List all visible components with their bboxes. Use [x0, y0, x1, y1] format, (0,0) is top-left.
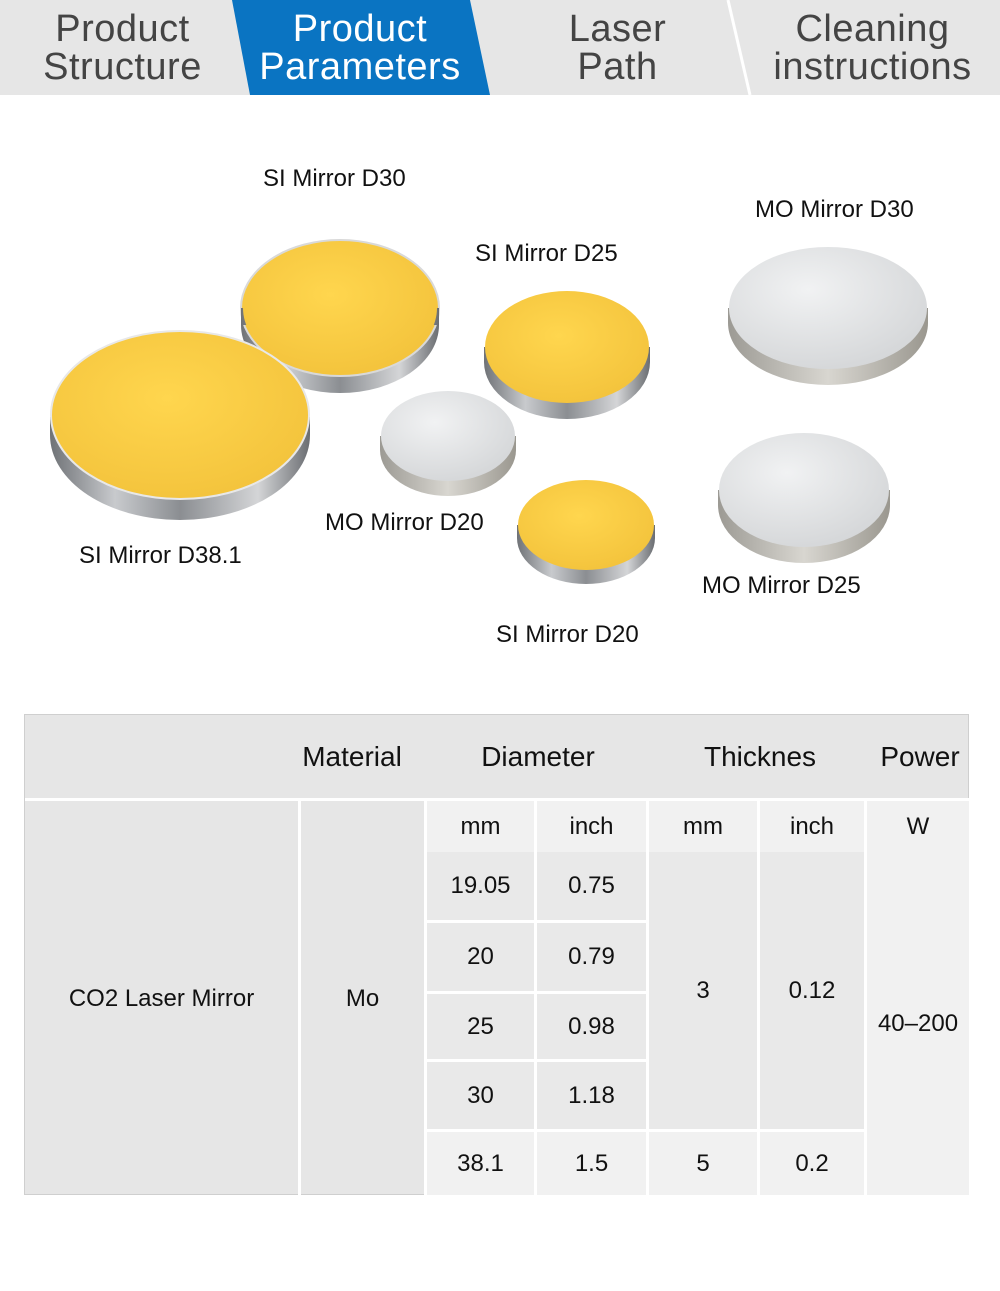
tab-label: Product Structure [43, 7, 202, 88]
power-cell: 40–200 [867, 852, 969, 1195]
tab-label: Laser Path [568, 7, 667, 88]
tab-label: Product Parameters [259, 7, 461, 88]
si-mirror-d381-image [50, 330, 310, 520]
header-power: Power [880, 740, 960, 772]
unit-thickness-mm: mm [649, 801, 760, 852]
mirror-label: SI Mirror D25 [475, 240, 618, 267]
tab-product-parameters[interactable]: Product Parameters [240, 0, 480, 95]
si-mirror-d25-image [484, 291, 650, 419]
tab-divider [726, 0, 752, 95]
header-diameter: Diameter [481, 740, 595, 772]
diameter-mm-cell: 20 [427, 923, 537, 994]
mirror-label: SI Mirror D30 [263, 165, 406, 192]
mirror-illustrations [50, 239, 928, 584]
tab-product-structure[interactable]: Product Structure [0, 0, 245, 95]
unit-diameter-mm: mm [427, 801, 537, 852]
diameter-inch-cell: 1.5 [537, 1132, 649, 1195]
thickness-mm-cell: 3 [649, 852, 760, 1132]
mirror-label: MO Mirror D25 [702, 572, 861, 599]
tab-laser-path[interactable]: Laser Path [495, 0, 740, 95]
product-image: SI Mirror D30 SI Mirror D25 MO Mirror D3… [0, 95, 1000, 705]
tab-bar-shapes [232, 0, 752, 95]
diameter-inch-cell: 1.18 [537, 1062, 649, 1132]
thickness-inch-cell: 0.2 [760, 1132, 867, 1195]
row-divider [25, 798, 969, 801]
diameter-mm-cell: 25 [427, 994, 537, 1062]
unit-diameter-inch: inch [537, 801, 649, 852]
parameters-table: Material Diameter Thicknes Power CO2 Las… [24, 714, 969, 1196]
active-tab-background [232, 0, 490, 95]
si-mirror-d30-image [240, 239, 440, 393]
mo-mirror-d25-image [718, 433, 890, 563]
unit-power: W [867, 801, 969, 852]
material-cell: Mo [301, 801, 427, 1196]
diameter-inch-cell: 0.98 [537, 994, 649, 1062]
diameter-inch-cell: 0.79 [537, 923, 649, 994]
header-material: Material [302, 740, 402, 772]
tab-bar: Product Structure Product Parameters Las… [0, 0, 1000, 95]
mirror-label: MO Mirror D30 [755, 196, 914, 223]
tab-label: Cleaning instructions [773, 7, 972, 88]
si-mirror-d20-image [517, 480, 655, 584]
mirror-label: SI Mirror D38.1 [79, 542, 242, 569]
thickness-mm-cell: 5 [649, 1132, 760, 1195]
diameter-mm-cell: 38.1 [427, 1132, 537, 1195]
tab-cleaning-instructions[interactable]: Cleaning instructions [745, 0, 1000, 95]
header-thickness: Thicknes [703, 740, 817, 772]
diameter-inch-cell: 0.75 [537, 852, 649, 923]
thickness-inch-cell: 0.12 [760, 852, 867, 1132]
unit-thickness-inch: inch [760, 801, 867, 852]
mo-mirror-d30-image [728, 247, 928, 385]
mirror-label: SI Mirror D20 [496, 621, 639, 648]
product-name-cell: CO2 Laser Mirror [25, 801, 301, 1196]
diameter-mm-cell: 30 [427, 1062, 537, 1132]
diameter-mm-cell: 19.05 [427, 852, 537, 923]
mirror-label: MO Mirror D20 [325, 509, 484, 536]
mo-mirror-d20-image [380, 391, 516, 496]
